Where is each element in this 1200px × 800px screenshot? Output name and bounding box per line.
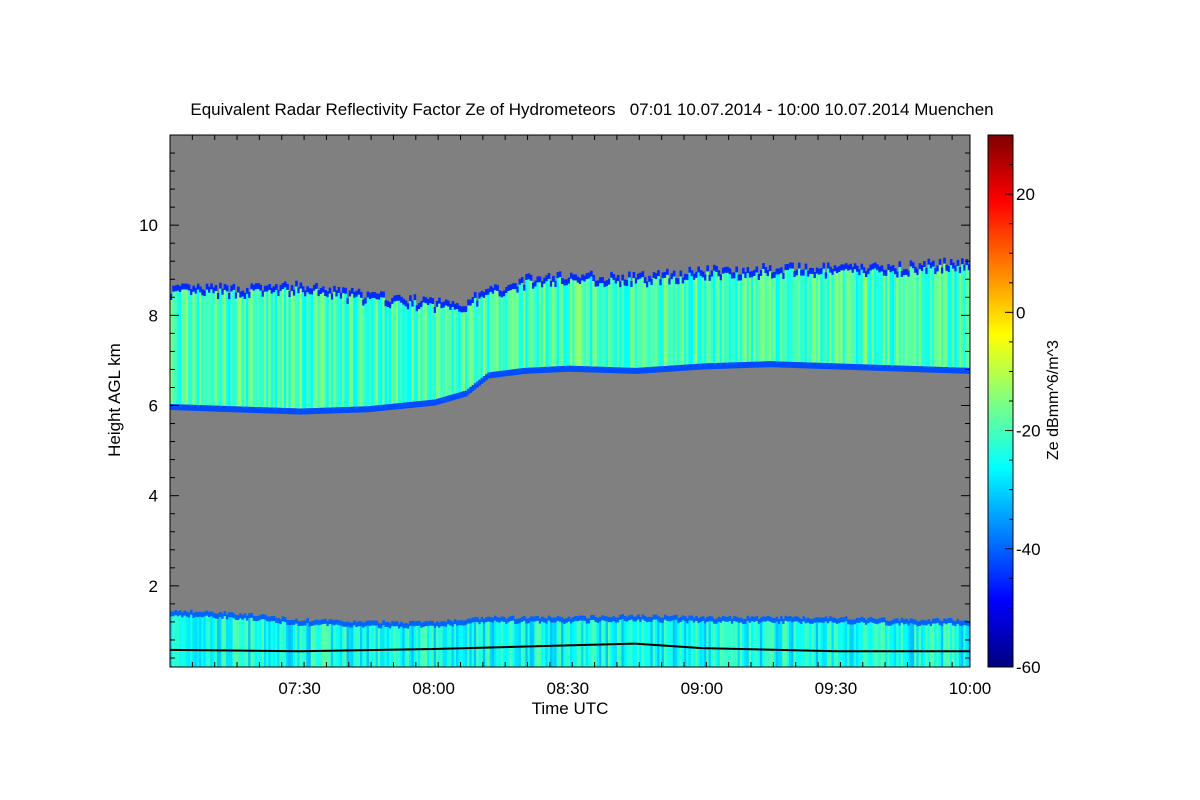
x-tick-label: 07:30 [278,679,321,698]
colorbar-tick-label: 0 [1016,303,1025,322]
y-tick-label: 8 [149,306,158,325]
colorbar [987,134,1014,668]
x-tick-label: 10:00 [949,679,992,698]
x-tick-label: 08:00 [412,679,455,698]
y-tick-label: 6 [149,397,158,416]
x-tick-label: 08:30 [546,679,589,698]
x-axis: 07:30 08:00 08:30 09:00 09:30 10:00 [169,135,992,698]
colorbar-tick-label: -60 [1016,658,1041,677]
x-tick-label: 09:00 [681,679,724,698]
x-axis-label: Time UTC [532,699,609,718]
black-line-series [170,642,970,653]
chart-title: Equivalent Radar Reflectivity Factor Ze … [190,100,993,119]
reflectivity-field [170,257,970,667]
x-tick-label: 09:30 [815,679,858,698]
y-axis: 2 4 6 8 10 [139,134,970,659]
y-tick-label: 10 [139,216,158,235]
plot-frame [169,134,971,668]
colorbar-tick-label: -40 [1016,540,1041,559]
y-axis-label: Height AGL km [105,343,124,457]
colorbar-axis: -60 -40 -20 0 20 [1005,134,1041,677]
y-tick-label: 4 [149,487,158,506]
colorbar-label: Ze dBmm^6/m^3 [1045,340,1062,460]
colorbar-tick-label: -20 [1016,422,1041,441]
colorbar-tick-label: 20 [1016,185,1035,204]
y-tick-label: 2 [149,577,158,596]
